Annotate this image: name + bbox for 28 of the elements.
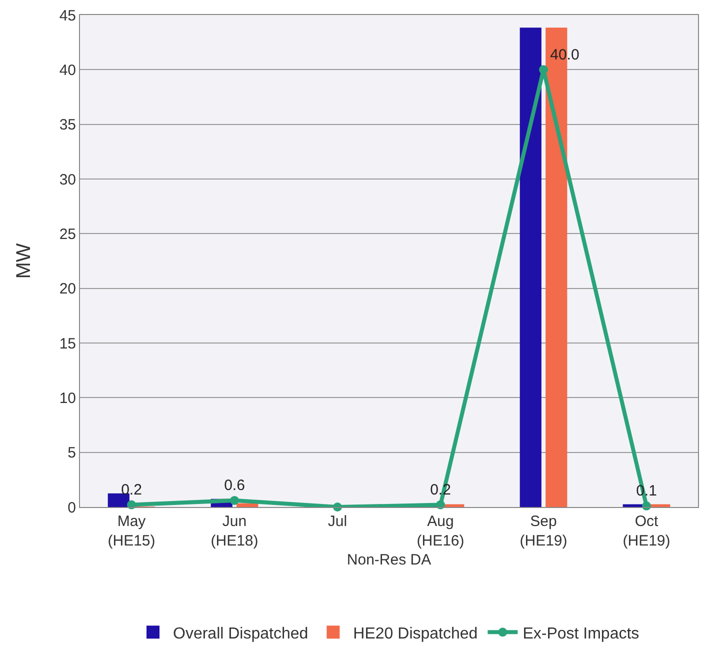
legend-label: Overall Dispatched	[173, 625, 308, 642]
point	[539, 65, 548, 74]
x-tick-label: Sep (HE19)	[520, 513, 568, 550]
bar	[108, 493, 130, 507]
x-tick-label: Aug (HE16)	[416, 513, 464, 550]
x-tick-label: Jul	[328, 513, 348, 530]
y-tick-label: 25	[59, 226, 76, 243]
point	[230, 496, 239, 505]
legend-label: Ex-Post Impacts	[522, 625, 640, 642]
data-label: 0.2	[121, 481, 142, 498]
bar	[520, 28, 542, 507]
legend-label: HE20 Dispatched	[353, 625, 478, 642]
y-tick-label: 20	[59, 280, 76, 298]
y-tick-label: 15	[59, 335, 76, 352]
x-tick-label: Oct (HE19)	[622, 513, 670, 550]
y-tick-label: 40	[59, 62, 76, 79]
y-tick-label: 35	[59, 116, 76, 134]
y-tick-label: 10	[59, 390, 76, 407]
y-axis-title: MW	[13, 243, 35, 279]
bar	[236, 503, 258, 507]
data-label: 0.6	[224, 477, 245, 494]
x-axis-title: Non-Res DA	[346, 552, 432, 568]
y-tick-label: 45	[59, 7, 76, 24]
x-tick-label: May (HE15)	[108, 513, 156, 550]
y-tick-label: 30	[59, 171, 76, 188]
x-tick-label: Jun (HE18)	[210, 513, 258, 550]
y-tick-label: 0	[68, 499, 76, 516]
y-tick-label: 5	[68, 444, 76, 462]
